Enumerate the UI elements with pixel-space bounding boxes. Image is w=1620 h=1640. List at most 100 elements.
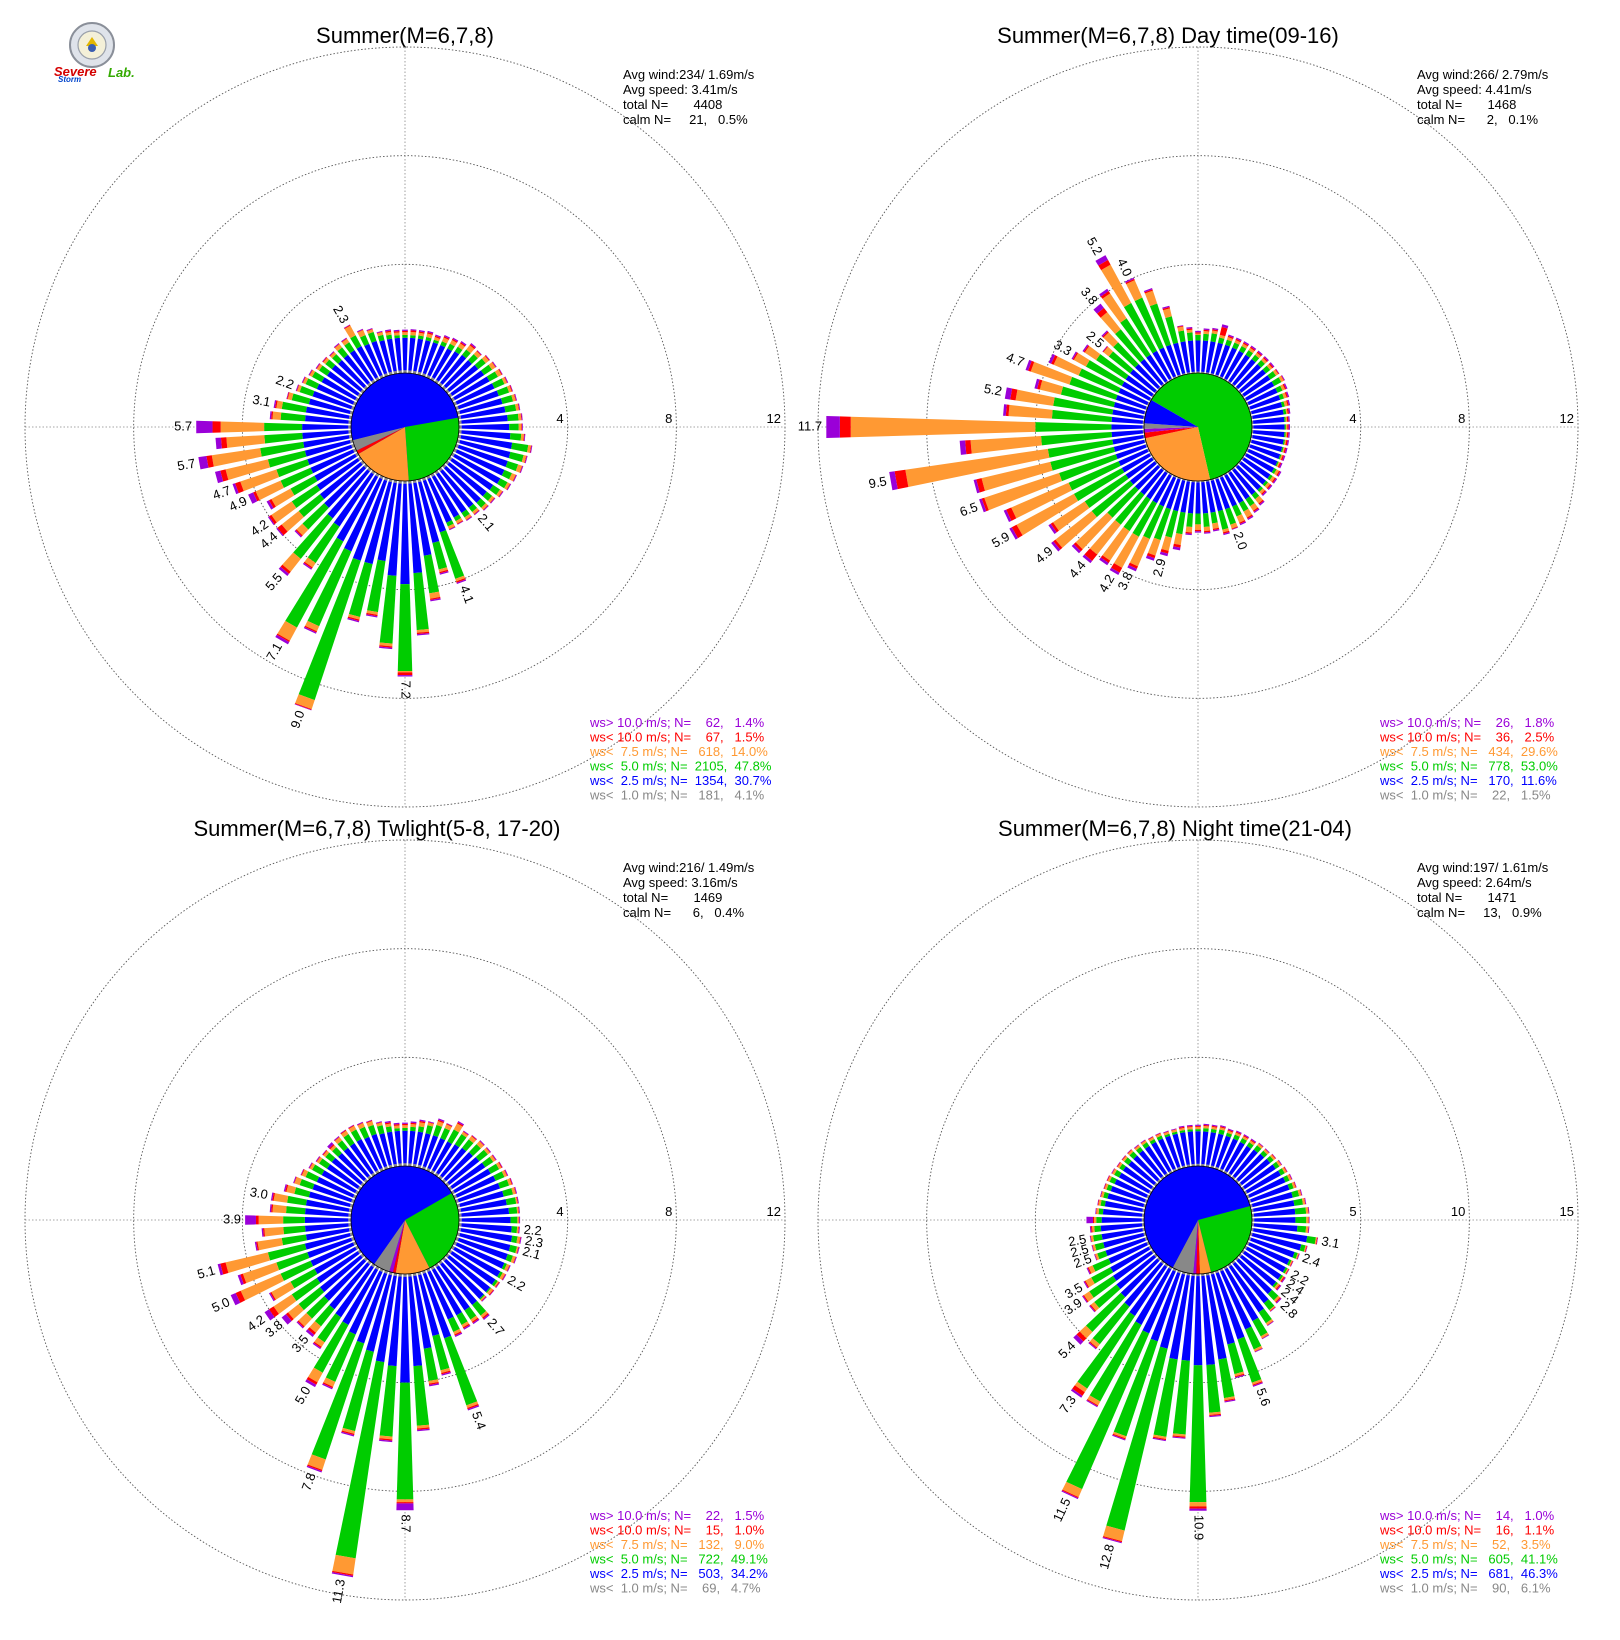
bar-segment-lt10	[341, 338, 348, 343]
bar-segment-lt5	[1092, 1258, 1111, 1272]
bar-segment-lt2_5	[331, 364, 363, 392]
bar-value-label: 11.7	[798, 418, 822, 433]
bar-segment-lt7_5	[264, 1227, 284, 1237]
bar-segment-lt5	[1123, 496, 1151, 532]
bar-segment-lt10	[517, 1206, 520, 1214]
bar-segment-lt2_5	[1235, 464, 1262, 491]
bar-segment-lt7_5	[225, 459, 271, 480]
bar-segment-lt2_5	[1210, 480, 1223, 512]
bar-segment-lt10	[1195, 332, 1201, 334]
bar-segment-lt2_5	[450, 458, 494, 491]
bar-segment-lt10	[402, 330, 408, 333]
bar-segment-lt10	[1087, 1267, 1092, 1275]
bar-segment-lt7_5	[296, 523, 309, 536]
bar-segment-gt10	[1297, 1253, 1300, 1260]
bar-segment-lt2_5	[1228, 1145, 1252, 1175]
bar-segment-gt10	[1279, 462, 1283, 469]
bar-segment-lt10	[1275, 1297, 1281, 1303]
bar-segment-gt10	[428, 1121, 435, 1124]
bar-segment-gt10	[375, 1121, 382, 1124]
bar-segment-lt7_5	[1273, 469, 1280, 476]
bar-segment-lt2_5	[1248, 1177, 1286, 1198]
bar-segment-lt2_5	[427, 477, 452, 523]
ring-label: 8	[1458, 411, 1465, 426]
bar-segment-gt10	[365, 614, 378, 618]
bar-segment-lt2_5	[453, 376, 490, 401]
bar-segment-lt2_5	[387, 483, 402, 576]
bar-value-label: 4.2	[1095, 572, 1117, 595]
bar-segment-gt10	[1289, 1173, 1293, 1180]
bar-segment-gt10	[441, 1371, 451, 1376]
bar-segment-lt2_5	[305, 406, 350, 419]
bar-segment-lt7_5	[287, 392, 294, 401]
bar-segment-lt10	[467, 1403, 479, 1410]
bar-segment-lt2_5	[348, 1270, 383, 1335]
bar-segment-lt10	[1178, 1126, 1185, 1129]
bar-segment-gt10	[1281, 1277, 1286, 1283]
bar-segment-lt5	[1275, 461, 1279, 467]
bar-segment-lt5	[1251, 354, 1260, 363]
bar-segment-lt7_5	[1185, 526, 1193, 533]
bar-segment-gt10	[495, 1282, 501, 1288]
bar-segment-lt10	[1268, 363, 1274, 369]
bar-segment-lt5	[1156, 1135, 1163, 1141]
panel-title: Summer(M=6,7,8) Day time(09-16)	[997, 23, 1339, 48]
bar-segment-gt10	[1247, 515, 1254, 520]
bar-segment-lt5	[1278, 393, 1285, 400]
bar-segment-lt5	[1115, 491, 1145, 525]
bar-segment-gt10	[379, 646, 393, 650]
bar-segment-lt10	[1097, 1199, 1100, 1206]
bar-segment-lt2_5	[344, 477, 383, 552]
bar-segment-lt1	[1196, 1273, 1200, 1277]
bar-segment-lt2_5	[440, 1262, 478, 1306]
bar-segment-lt7_5	[516, 1236, 521, 1244]
bar-segment-lt10	[469, 344, 476, 350]
bar-segment-gt10	[477, 350, 482, 355]
bar-segment-gt10	[1127, 565, 1137, 572]
bar-segment-lt10	[347, 616, 360, 621]
bar-segment-lt1	[1164, 1263, 1169, 1267]
bar-segment-lt10	[1283, 447, 1287, 454]
bar-segment-lt2_5	[326, 1164, 360, 1189]
bar-segment-lt7_5	[480, 1295, 486, 1301]
bar-segment-lt2_5	[1121, 453, 1151, 473]
bar-segment-lt2_5	[1129, 1265, 1168, 1316]
bar-segment-lt2_5	[1115, 444, 1147, 460]
bar-value-label: 3.9	[223, 1211, 241, 1226]
bar-segment-lt1	[458, 425, 462, 429]
bar-segment-lt1	[1227, 1173, 1232, 1177]
bar-segment-lt10	[482, 1313, 489, 1319]
bar-segment-gt10	[1103, 1183, 1106, 1189]
bar-value-label: 12.8	[1096, 1543, 1117, 1571]
bar-segment-lt7_5	[1126, 280, 1143, 302]
bar-segment-lt1	[1149, 452, 1153, 457]
bar-segment-lt10	[366, 612, 378, 617]
bar-segment-lt5	[1066, 1330, 1150, 1490]
bar-segment-lt10	[302, 376, 306, 384]
bar-segment-lt10	[1090, 1226, 1093, 1233]
bar-segment-lt1	[408, 480, 412, 484]
bar-segment-lt10	[1072, 352, 1079, 361]
ring-label: 4	[1349, 411, 1356, 426]
pie-slice-gt10	[1193, 1220, 1198, 1274]
bar-segment-lt10	[523, 433, 525, 441]
bar-segment-lt10	[1010, 388, 1018, 401]
legend-item-gt10: ws> 10.0 m/s; N= 26, 1.8%	[1379, 715, 1555, 730]
bar-segment-gt10	[1272, 1153, 1277, 1159]
bar-segment-gt10	[340, 1129, 346, 1134]
bar-segment-lt10	[839, 416, 851, 438]
bar-segment-lt2_5	[1245, 453, 1275, 473]
bar-segment-lt2_5	[422, 479, 447, 533]
bar-segment-lt7_5	[1187, 1127, 1193, 1130]
bar-segment-lt7_5	[850, 416, 1036, 438]
bar-segment-gt10	[1284, 447, 1288, 454]
bar-segment-gt10	[483, 505, 489, 511]
bar-segment-gt10	[1070, 1388, 1083, 1398]
bar-segment-lt7_5	[501, 377, 507, 385]
bar-value-label: 3.5	[288, 1332, 311, 1355]
bar-segment-lt5	[1239, 345, 1247, 354]
bar-segment-lt5	[1143, 504, 1164, 539]
bar-segment-lt10	[1089, 1341, 1098, 1349]
bar-segment-lt10	[437, 1119, 445, 1124]
bar-segment-lt10	[524, 455, 527, 463]
